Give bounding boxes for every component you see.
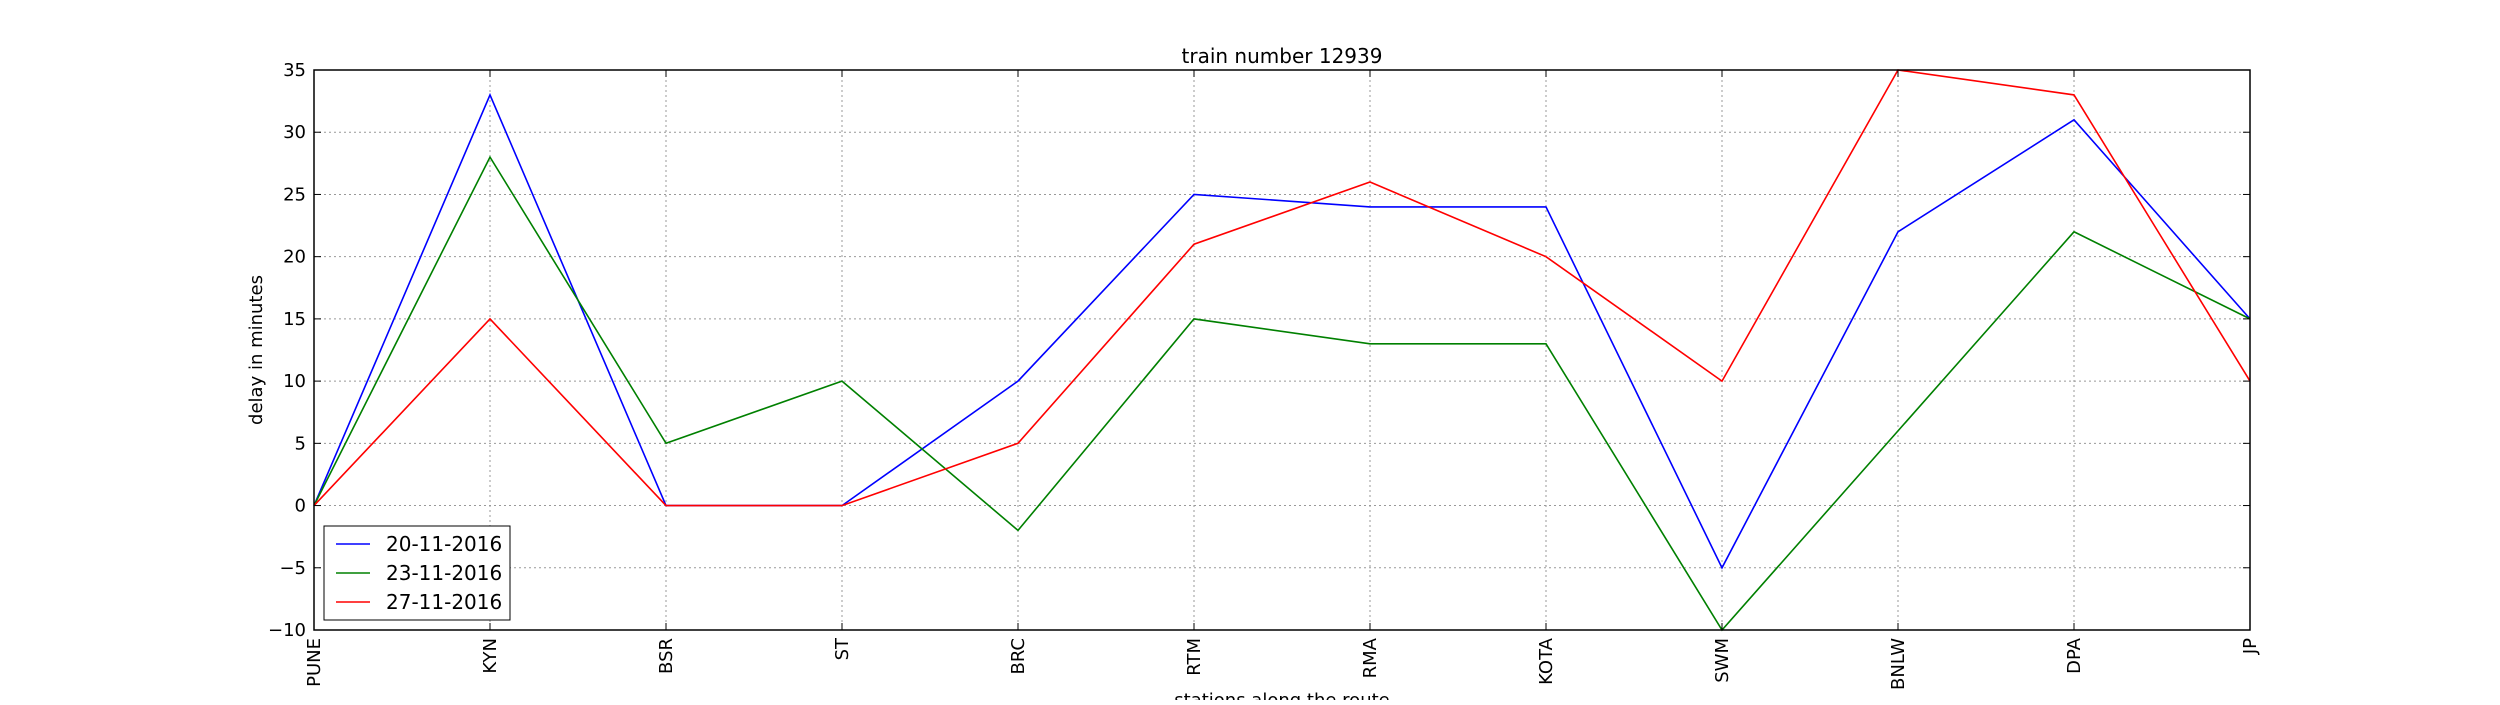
plot-area-frame	[313, 69, 2251, 631]
legend: 20-11-2016 23-11-2016 27-11-2016	[323, 525, 511, 621]
y-tick-label: 35	[283, 60, 306, 81]
chart-title: train number 12939	[1182, 44, 1383, 68]
series-line-2	[313, 155, 2251, 632]
grid	[314, 70, 2250, 630]
y-tick-label: 5	[295, 433, 306, 454]
legend-label-1: 20-11-2016	[386, 532, 502, 556]
x-tick-label: JP	[2240, 638, 2261, 655]
legend-label-3: 27-11-2016	[386, 590, 502, 614]
x-tick-label: BNLW	[1888, 638, 1909, 690]
x-tick-label: PUNE	[304, 638, 325, 687]
y-tick-label: 0	[295, 496, 306, 517]
y-tick-label: 10	[283, 371, 306, 392]
legend-label-2: 23-11-2016	[386, 561, 502, 585]
x-tick-label: DPA	[2064, 637, 2085, 674]
x-tick-label: RMA	[1360, 637, 1381, 678]
series-lines	[313, 69, 2251, 632]
x-tick-label: BRC	[1008, 638, 1029, 675]
axis-ticks: PUNE KYN BSR ST BRC RTM RMA KOTA SWM BNLW DPA JP −10…	[268, 60, 2261, 690]
y-tick-label: 30	[283, 122, 306, 143]
x-tick-label: RTM	[1184, 638, 1205, 676]
series-line-3	[313, 69, 2251, 507]
y-tick-label: 15	[283, 309, 306, 330]
x-tick-label: KYN	[480, 638, 501, 674]
x-tick-label: BSR	[656, 638, 677, 674]
y-tick-label: 25	[283, 184, 306, 205]
y-axis-title: delay in minutes	[246, 275, 267, 425]
x-tick-label: ST	[832, 637, 853, 660]
y-tick-label: −10	[268, 620, 306, 641]
y-tick-label: 20	[283, 247, 306, 268]
x-tick-label: SWM	[1712, 638, 1733, 683]
series-line-1	[313, 92, 2251, 570]
x-tick-label: KOTA	[1536, 637, 1557, 685]
x-axis-title: stations along the route	[1174, 690, 1389, 700]
y-tick-label: −5	[279, 558, 306, 579]
